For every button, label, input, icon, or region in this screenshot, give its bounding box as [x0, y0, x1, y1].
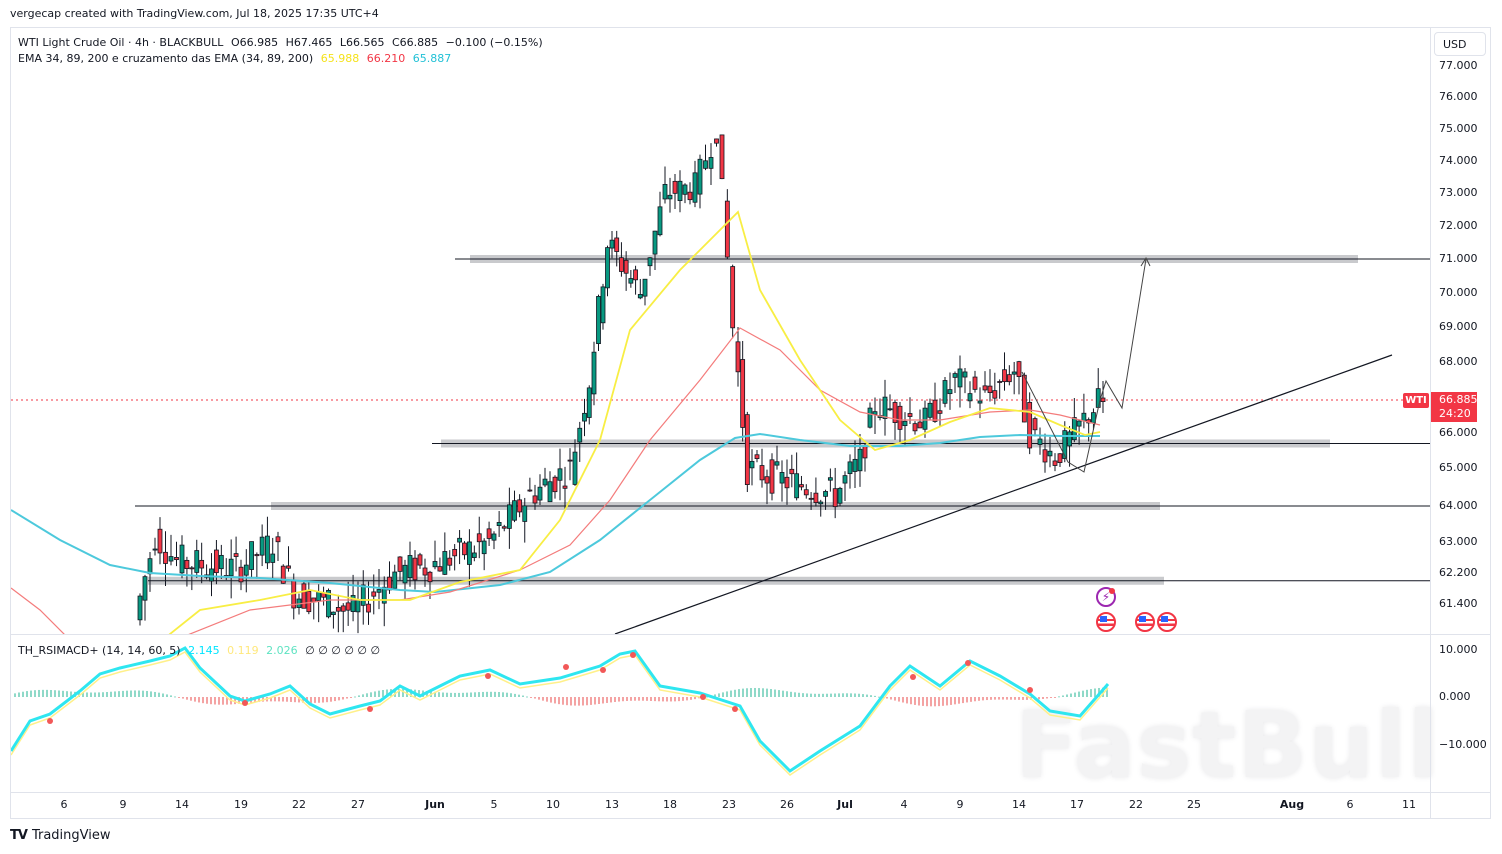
ema-title: EMA 34, 89, 200 e cruzamento das EMA (34…: [18, 52, 314, 65]
indicator-title: TH_RSIMACD+ (14, 14, 60, 5): [18, 644, 181, 657]
price-tick: 73.000: [1439, 186, 1478, 199]
time-tick: 14: [1012, 798, 1026, 811]
last-price-badge: 66.885 24:20: [1431, 392, 1478, 422]
ohlc-close: C66.885: [391, 36, 439, 49]
price-tick: 66.000: [1439, 426, 1478, 439]
price-tick: 69.000: [1439, 320, 1478, 333]
time-tick: 19: [234, 798, 248, 811]
price-tick: 62.200: [1439, 566, 1478, 579]
time-tick: 9: [956, 798, 964, 811]
indicator-null-values: ∅ ∅ ∅ ∅ ∅ ∅: [305, 644, 381, 657]
time-tick: 17: [1070, 798, 1084, 811]
tradingview-logo-icon: TV: [10, 828, 28, 843]
time-tick: 22: [1129, 798, 1143, 811]
ohlc-open: O66.985: [230, 36, 279, 49]
price-tick: 75.000: [1439, 122, 1478, 135]
time-tick: 6: [60, 798, 68, 811]
flash-event-icon[interactable]: ⚡: [1096, 587, 1116, 607]
main-legend: WTI Light Crude Oil · 4h · BLACKBULL O66…: [18, 35, 547, 67]
price-tick: 61.400: [1439, 597, 1478, 610]
symbol-legend[interactable]: WTI Light Crude Oil · 4h · BLACKBULL O66…: [18, 35, 547, 51]
chart-credit: vergecap created with TradingView.com, J…: [10, 7, 379, 20]
indicator-tick: 0.000: [1439, 690, 1471, 703]
tradingview-logo-text: TradingView: [31, 828, 111, 843]
last-price-symbol-badge: WTI: [1403, 393, 1429, 408]
price-tick: 76.000: [1439, 90, 1478, 103]
indicator-legend[interactable]: TH_RSIMACD+ (14, 14, 60, 5) 2.145 0.119 …: [18, 643, 384, 659]
chart-frame: [10, 27, 1491, 819]
pane-divider[interactable]: [10, 634, 1490, 635]
price-tick: 64.000: [1439, 499, 1478, 512]
ema89-value: 66.210: [366, 52, 406, 65]
us-flag-event-icon[interactable]: [1157, 612, 1177, 632]
time-axis-divider: [10, 792, 1490, 793]
bar-countdown: 24:20: [1439, 407, 1471, 420]
time-tick: 10: [546, 798, 560, 811]
time-tick: 25: [1187, 798, 1201, 811]
price-tick: 71.000: [1439, 252, 1478, 265]
price-tick: 77.000: [1439, 59, 1478, 72]
ema200-value: 65.887: [412, 52, 452, 65]
ema-legend[interactable]: EMA 34, 89, 200 e cruzamento das EMA (34…: [18, 51, 547, 67]
time-tick: 4: [900, 798, 908, 811]
time-tick: 6: [1346, 798, 1354, 811]
time-tick: 27: [351, 798, 365, 811]
tradingview-logo[interactable]: TV TradingView: [10, 828, 110, 843]
ema34-value: 65.988: [320, 52, 360, 65]
ohlc-change: −0.100 (−0.15%): [445, 36, 543, 49]
us-flag-event-icon[interactable]: [1096, 612, 1116, 632]
time-tick: Jul: [837, 798, 853, 811]
price-tick: 68.000: [1439, 355, 1478, 368]
us-flag-event-icon[interactable]: [1135, 612, 1155, 632]
time-tick: 5: [490, 798, 498, 811]
time-tick: 13: [605, 798, 619, 811]
price-tick: 63.000: [1439, 535, 1478, 548]
time-tick: 26: [780, 798, 794, 811]
indicator-value-3: 2.026: [266, 644, 298, 657]
time-tick: Aug: [1279, 798, 1305, 811]
last-price-value: 66.885: [1439, 393, 1478, 406]
time-tick: 23: [722, 798, 736, 811]
time-tick: Jun: [425, 798, 445, 811]
price-tick: 65.000: [1439, 461, 1478, 474]
indicator-tick: −10.000: [1439, 738, 1487, 751]
time-tick: 9: [119, 798, 127, 811]
indicator-value-1: 2.145: [188, 644, 220, 657]
price-tick: 74.000: [1439, 154, 1478, 167]
price-axis-divider: [1430, 28, 1431, 818]
price-tick: 72.000: [1439, 219, 1478, 232]
time-tick: 18: [663, 798, 677, 811]
price-tick: 70.000: [1439, 286, 1478, 299]
currency-button[interactable]: USD: [1434, 32, 1486, 56]
indicator-tick: 10.000: [1439, 643, 1478, 656]
time-tick: 11: [1402, 798, 1416, 811]
ohlc-high: H67.465: [285, 36, 333, 49]
symbol-title: WTI Light Crude Oil · 4h · BLACKBULL: [18, 36, 224, 49]
time-tick: 22: [292, 798, 306, 811]
indicator-value-2: 0.119: [227, 644, 259, 657]
time-tick: 14: [175, 798, 189, 811]
ohlc-low: L66.565: [339, 36, 385, 49]
